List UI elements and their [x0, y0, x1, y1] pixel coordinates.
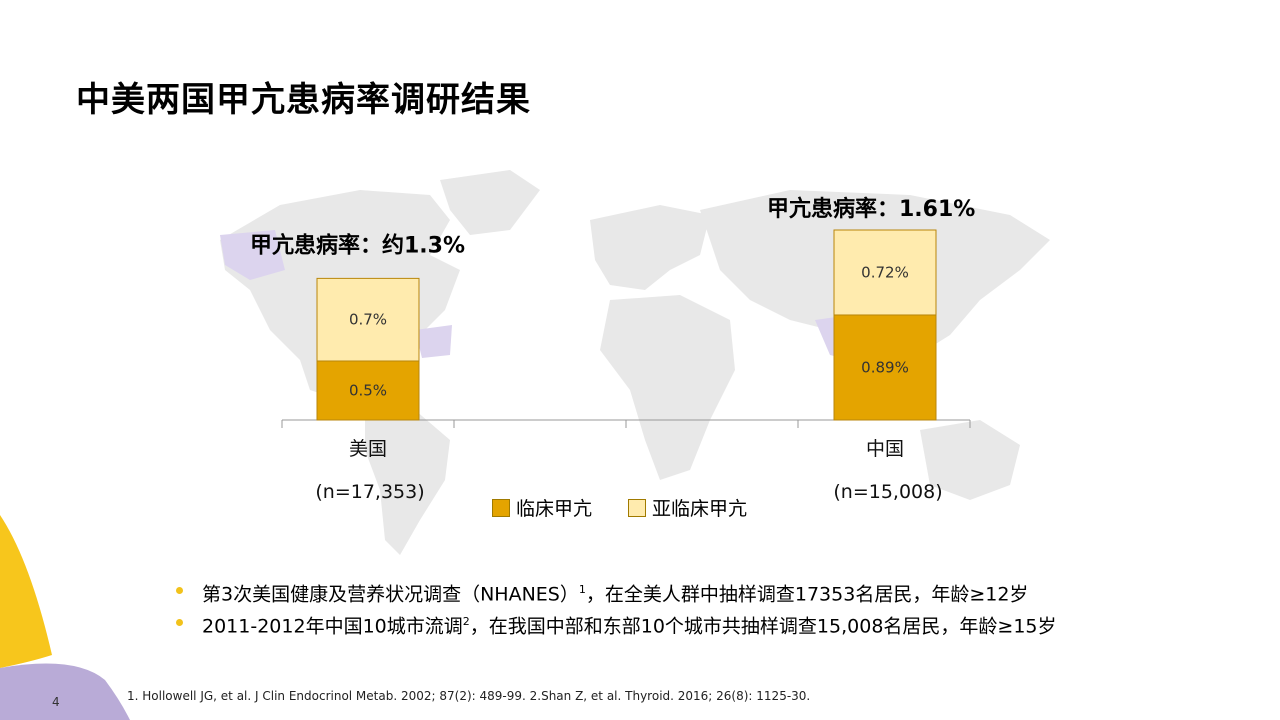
- bullet-citation: 2: [462, 615, 470, 628]
- page-number: 4: [52, 695, 60, 709]
- data-label: 0.5%: [349, 381, 387, 399]
- map-europe: [590, 205, 710, 290]
- bullet-text: 2011-2012年中国10城市流调: [202, 615, 463, 638]
- footnote-references: 1. Hollowell JG, et al. J Clin Endocrino…: [127, 689, 811, 703]
- legend-item-clinical: 临床甲亢: [492, 494, 592, 521]
- total-prevalence-label: 甲亢患病率：1.61%: [767, 196, 975, 222]
- legend-item-subclinical: 亚临床甲亢: [628, 494, 747, 521]
- map-south-america: [365, 405, 450, 555]
- map-usa-highlight: [415, 325, 452, 358]
- stacked-bar-chart: 0.5% 0.7% 甲亢患病率：约1.3% 美国 (n=17,353) 0.89% 0.72…: [250, 196, 975, 503]
- map-alaska-highlight: [220, 230, 285, 280]
- bullet-tail: ，在我国中部和东部10个城市共抽样调查15,008名居民，年龄≥15岁: [469, 615, 1057, 638]
- bullet-dot: [176, 587, 183, 594]
- sample-size-label: (n=15,008): [833, 481, 942, 503]
- page-title: 中美两国甲亢患病率调研结果: [76, 80, 531, 120]
- category-label: 美国: [349, 438, 387, 460]
- sample-size-label: (n=17,353): [315, 481, 424, 503]
- map-africa: [600, 295, 735, 480]
- bullet-item-china-survey: 2011-2012年中国10城市流调2，在我国中部和东部10个城市共抽样调查15…: [176, 606, 1057, 638]
- bullet-citation: 1: [578, 583, 586, 596]
- map-australia: [920, 420, 1020, 500]
- bullet-item-nhanes: 第3次美国健康及营养状况调查（NHANES）1，在全美人群中抽样调查17353名…: [176, 574, 1057, 606]
- bullet-list: 第3次美国健康及营养状况调查（NHANES）1，在全美人群中抽样调查17353名…: [176, 574, 1057, 638]
- data-label: 0.72%: [861, 263, 909, 281]
- legend-swatch-subclinical: [628, 498, 647, 517]
- chart-legend: 临床甲亢 亚临床甲亢: [492, 494, 747, 521]
- data-label: 0.7%: [349, 311, 387, 329]
- bullet-text: 第3次美国健康及营养状况调查（NHANES）: [202, 583, 579, 606]
- bullet-tail: ，在全美人群中抽样调查17353名居民，年龄≥12岁: [585, 583, 1029, 606]
- data-label: 0.89%: [861, 358, 909, 376]
- legend-label-subclinical: 亚临床甲亢: [652, 498, 748, 520]
- bar-segment-clinical: [316, 360, 420, 421]
- total-prevalence-label: 甲亢患病率：约1.3%: [250, 232, 465, 258]
- purple-corner-shape: [0, 663, 130, 720]
- bullet-dot: [176, 619, 183, 626]
- bar-segment-clinical: [833, 314, 937, 421]
- bar-segment-subclinical: [833, 229, 937, 316]
- legend-swatch-clinical: [492, 498, 510, 517]
- bar-segment-subclinical: [316, 277, 420, 362]
- category-label: 中国: [866, 438, 904, 460]
- legend-label-clinical: 临床甲亢: [516, 498, 593, 520]
- map-greenland: [440, 170, 540, 235]
